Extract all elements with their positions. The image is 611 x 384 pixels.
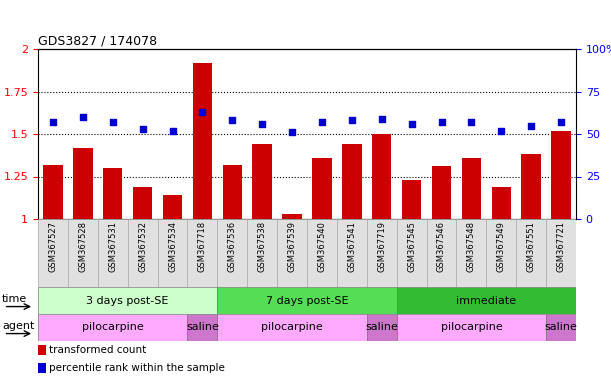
Text: GSM367534: GSM367534 (168, 221, 177, 272)
Bar (462, 158, 481, 219)
Bar (38, 287, 218, 314)
Text: GSM367541: GSM367541 (347, 221, 356, 272)
Bar (372, 134, 392, 219)
Bar (38, 345, 46, 356)
Bar (486, 219, 516, 287)
Bar (158, 219, 188, 287)
Bar (282, 214, 302, 219)
Text: GSM367539: GSM367539 (288, 221, 296, 272)
Text: pilocarpine: pilocarpine (261, 323, 323, 333)
Text: saline: saline (544, 323, 577, 333)
Bar (188, 314, 218, 341)
Bar (218, 287, 397, 314)
Point (437, 119, 447, 125)
Bar (163, 195, 182, 219)
Bar (397, 287, 576, 314)
Text: GSM367719: GSM367719 (377, 221, 386, 272)
Bar (492, 187, 511, 219)
Bar (307, 219, 337, 287)
Text: percentile rank within the sample: percentile rank within the sample (49, 363, 225, 373)
Bar (426, 219, 456, 287)
Point (556, 119, 566, 125)
Point (197, 109, 207, 115)
Bar (73, 147, 92, 219)
Text: pilocarpine: pilocarpine (441, 323, 502, 333)
Bar (521, 154, 541, 219)
Bar (43, 165, 63, 219)
Point (347, 118, 357, 124)
Text: GSM367549: GSM367549 (497, 221, 506, 272)
Point (407, 121, 417, 127)
Bar (551, 131, 571, 219)
Bar (342, 144, 362, 219)
Point (317, 119, 327, 125)
Text: GSM367718: GSM367718 (198, 221, 207, 272)
Point (377, 116, 387, 122)
Text: GSM367536: GSM367536 (228, 221, 237, 272)
Point (78, 114, 88, 120)
Bar (188, 219, 218, 287)
Bar (98, 219, 128, 287)
Bar (38, 314, 188, 341)
Bar (38, 362, 46, 373)
Text: GSM367528: GSM367528 (78, 221, 87, 272)
Point (137, 126, 147, 132)
Point (467, 119, 477, 125)
Text: GSM367540: GSM367540 (318, 221, 326, 272)
Point (227, 118, 237, 124)
Text: GDS3827 / 174078: GDS3827 / 174078 (38, 35, 157, 48)
Text: time: time (2, 294, 27, 304)
Bar (192, 63, 212, 219)
Text: GSM367548: GSM367548 (467, 221, 476, 272)
Text: GSM367538: GSM367538 (258, 221, 266, 272)
Bar (277, 219, 307, 287)
Bar (432, 166, 451, 219)
Text: pilocarpine: pilocarpine (82, 323, 144, 333)
Bar (312, 158, 332, 219)
Point (257, 121, 267, 127)
Bar (397, 314, 546, 341)
Text: GSM367545: GSM367545 (407, 221, 416, 272)
Bar (103, 168, 122, 219)
Bar (68, 219, 98, 287)
Bar (218, 219, 247, 287)
Bar (222, 165, 242, 219)
Bar (546, 219, 576, 287)
Point (108, 119, 117, 125)
Text: immediate: immediate (456, 296, 516, 306)
Bar (252, 144, 272, 219)
Text: transformed count: transformed count (49, 345, 147, 355)
Bar (247, 219, 277, 287)
Bar (337, 219, 367, 287)
Text: agent: agent (2, 321, 34, 331)
Bar (133, 187, 152, 219)
Text: GSM367546: GSM367546 (437, 221, 446, 272)
Bar (516, 219, 546, 287)
Text: 7 days post-SE: 7 days post-SE (266, 296, 348, 306)
Bar (402, 180, 422, 219)
Bar (128, 219, 158, 287)
Bar (218, 314, 367, 341)
Bar (367, 219, 397, 287)
Point (526, 122, 536, 129)
Point (496, 127, 506, 134)
Text: GSM367721: GSM367721 (557, 221, 566, 272)
Text: GSM367551: GSM367551 (527, 221, 536, 272)
Text: saline: saline (186, 323, 219, 333)
Bar (397, 219, 426, 287)
Text: GSM367531: GSM367531 (108, 221, 117, 272)
Bar (546, 314, 576, 341)
Point (48, 119, 58, 125)
Bar (38, 219, 68, 287)
Text: saline: saline (365, 323, 398, 333)
Bar (367, 314, 397, 341)
Text: GSM367527: GSM367527 (48, 221, 57, 272)
Text: 3 days post-SE: 3 days post-SE (87, 296, 169, 306)
Point (167, 127, 177, 134)
Bar (456, 219, 486, 287)
Point (287, 129, 297, 136)
Text: GSM367532: GSM367532 (138, 221, 147, 272)
